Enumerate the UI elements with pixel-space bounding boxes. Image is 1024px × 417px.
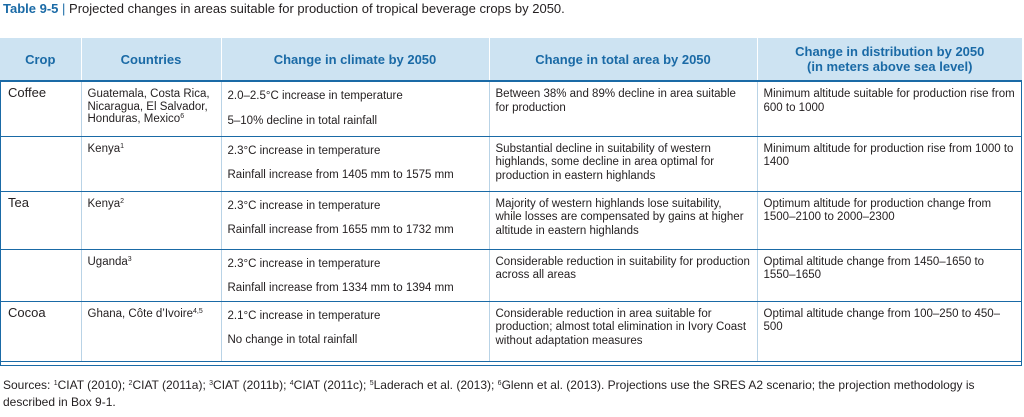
caption-separator: | xyxy=(62,1,66,16)
sources-note: Sources: 1CIAT (2010); 2CIAT (2011a); 3C… xyxy=(3,378,975,409)
source-item: CIAT (2011b); xyxy=(213,378,290,392)
distribution-cell: Optimum altitude for production change f… xyxy=(756,191,1022,250)
table-title: Projected changes in areas suitable for … xyxy=(69,1,565,16)
source-item: Glenn et al. (2013). xyxy=(501,378,608,392)
table-row: Tea Kenya2 2.3°C increase in temperature… xyxy=(0,191,1022,250)
header-crop: Crop xyxy=(0,38,81,82)
climate-cell: 2.3°C increase in temperature Rainfall in… xyxy=(220,136,489,192)
area-cell: Considerable reduction in area suitable … xyxy=(488,301,757,362)
source-item: CIAT (2011c); xyxy=(293,378,370,392)
source-item: CIAT (2010); xyxy=(57,378,129,392)
sources-prefix: Sources: xyxy=(3,378,54,392)
header-climate: Change in climate by 2050 xyxy=(220,38,489,82)
crop-cell xyxy=(0,249,81,302)
header-distribution-line1: Change in distribution by 2050 xyxy=(795,44,985,59)
climate-cell: 2.0–2.5°C increase in temperature 5–10% d… xyxy=(220,81,489,137)
table-caption: Table 9-5 | Projected changes in areas s… xyxy=(3,0,565,18)
area-cell: Considerable reduction in suitability fo… xyxy=(488,249,757,302)
climate-cell: 2.3°C increase in temperature Rainfall in… xyxy=(220,249,489,302)
crop-cell xyxy=(0,136,81,192)
table-header-row: Crop Countries Change in climate by 2050… xyxy=(0,38,1022,82)
table-number: Table 9-5 xyxy=(3,1,59,16)
countries-cell: Kenya1 xyxy=(80,136,221,192)
crops-table: Crop Countries Change in climate by 2050… xyxy=(0,38,1022,362)
header-distribution: Change in distribution by 2050 (in meter… xyxy=(756,38,1022,82)
table-row: Kenya1 2.3°C increase in temperature Rain… xyxy=(0,136,1022,192)
sources-methodology-note: Projections use the SRES A2 scenario; th… xyxy=(3,378,975,409)
distribution-cell: Minimum altitude suitable for production… xyxy=(756,81,1022,137)
countries-cell: Ghana, Côte d’Ivoire4,5 xyxy=(80,301,221,362)
distribution-cell: Minimum altitude for production rise fro… xyxy=(756,136,1022,192)
area-cell: Majority of western highlands lose suita… xyxy=(488,191,757,250)
climate-cell: 2.3°C increase in temperature Rainfall in… xyxy=(220,191,489,250)
table-row: Cocoa Ghana, Côte d’Ivoire4,5 2.1°C incr… xyxy=(0,301,1022,362)
countries-cell: Uganda3 xyxy=(80,249,221,302)
distribution-cell: Optimal altitude change from 1450–1650 t… xyxy=(756,249,1022,302)
header-distribution-line2: (in meters above sea level) xyxy=(807,59,973,74)
crop-cell: Coffee xyxy=(0,81,81,137)
distribution-cell: Optimal altitude change from 100–250 to … xyxy=(756,301,1022,362)
source-item: Laderach et al. (2013); xyxy=(373,378,498,392)
table-row: Coffee Guatemala, Costa Rica, Nicaragua,… xyxy=(0,81,1022,137)
crop-cell: Cocoa xyxy=(0,301,81,362)
table-row: Uganda3 2.3°C increase in temperature Rai… xyxy=(0,249,1022,302)
countries-cell: Guatemala, Costa Rica, Nicaragua, El Sal… xyxy=(80,81,221,137)
source-item: CIAT (2011a); xyxy=(132,378,210,392)
crop-cell: Tea xyxy=(0,191,81,250)
header-countries: Countries xyxy=(80,38,221,82)
countries-cell: Kenya2 xyxy=(80,191,221,250)
area-cell: Between 38% and 89% decline in area suit… xyxy=(488,81,757,137)
climate-cell: 2.1°C increase in temperature No change i… xyxy=(220,301,489,362)
header-area: Change in total area by 2050 xyxy=(488,38,757,82)
area-cell: Substantial decline in suitability of we… xyxy=(488,136,757,192)
